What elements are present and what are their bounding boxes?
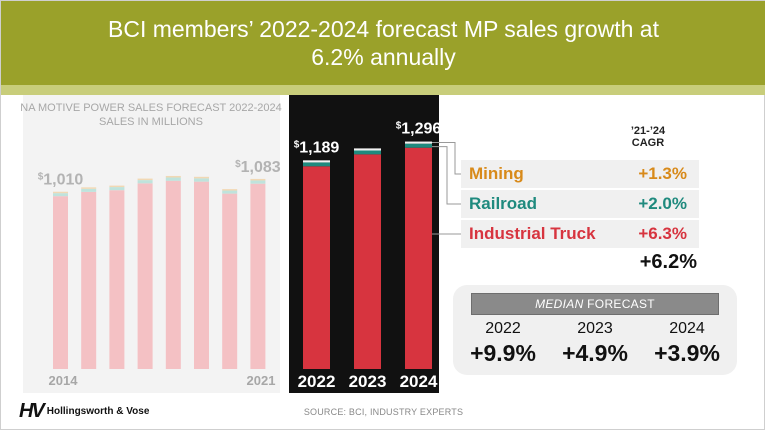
cagr-value-railroad: +2.0%	[638, 194, 687, 213]
median-header-em: MEDIAN	[535, 297, 584, 311]
history-bar-railroad	[165, 177, 181, 181]
median-year: 2022	[485, 320, 521, 337]
history-bar-railroad	[222, 190, 238, 194]
history-bar-truck	[194, 181, 209, 369]
median-pct: +3.9%	[654, 340, 720, 366]
company-logo: HV Hollingsworth & Vose	[19, 399, 149, 423]
cagr-header: ’21-’24 CAGR	[613, 125, 683, 149]
history-bar-truck	[250, 183, 266, 369]
history-axis-label-last: 2021	[247, 373, 276, 388]
history-bar-truck	[222, 193, 238, 369]
history-bar-railroad	[109, 187, 125, 191]
cagr-header-label: CAGR	[631, 137, 665, 149]
forecast-bar-mining	[354, 148, 381, 151]
median-year: 2023	[577, 320, 613, 337]
history-bar-mining	[250, 178, 266, 181]
history-bar-truck	[81, 191, 97, 369]
median-pct: +4.9%	[562, 340, 628, 366]
title-band: BCI members’ 2022-2024 forecast MP sales…	[1, 1, 765, 85]
median-col-2022: 2022 +9.9%	[457, 319, 549, 367]
cagr-name-industrial-truck: Industrial Truck	[469, 224, 596, 243]
forecast-axis-label: 2022	[298, 372, 336, 391]
history-bar-truck	[165, 180, 181, 369]
forecast-axis-label: 2024	[400, 372, 438, 391]
hv-logo-icon: HV	[19, 399, 45, 422]
median-forecast-panel: MEDIAN FORECAST 2022 +9.9% 2023 +4.9% 20…	[453, 285, 737, 375]
source-note: SOURCE: BCI, INDUSTRY EXPERTS	[303, 407, 464, 417]
cagr-value-mining: +1.3%	[638, 164, 687, 183]
history-bar-truck	[109, 190, 125, 369]
history-value-label: $1,010	[38, 172, 84, 189]
history-bar-mining	[53, 191, 68, 194]
connector-railroad	[432, 146, 461, 205]
forecast-axis-label: 2023	[349, 372, 387, 391]
cagr-row-industrial-truck: Industrial Truck +6.3%	[461, 220, 699, 248]
median-col-2024: 2024 +3.9%	[641, 319, 733, 367]
forecast-bar-railroad	[354, 150, 381, 155]
cagr-row-mining: Mining +1.3%	[461, 160, 699, 188]
history-axis-label-first: 2014	[49, 373, 79, 388]
history-bar-mining	[81, 187, 97, 189]
forecast-bar-industrial-truck	[354, 154, 381, 369]
forecast-value-label: $1,296	[396, 121, 442, 138]
history-bar-mining	[109, 185, 125, 188]
chart-subtitle: SALES IN MILLIONS	[99, 116, 203, 128]
history-bar-mining	[194, 176, 209, 179]
cagr-total: +6.2%	[639, 251, 697, 273]
history-bar-truck	[137, 183, 153, 369]
forecast-value-label: $1,189	[294, 139, 340, 156]
history-bar-railroad	[250, 180, 266, 184]
forecast-bar-industrial-truck	[405, 147, 432, 369]
forecast-bar-railroad	[303, 162, 330, 167]
connector-mining	[432, 142, 461, 175]
history-bar-railroad	[137, 180, 153, 184]
cagr-header-period: ’21-’24	[630, 125, 666, 137]
cagr-name-railroad: Railroad	[469, 194, 538, 213]
median-header-rest: FORECAST	[583, 297, 655, 311]
chart-title: NA MOTIVE POWER SALES FORECAST 2022-2024	[20, 102, 281, 114]
median-year: 2024	[669, 320, 705, 337]
slide-title: BCI members’ 2022-2024 forecast MP sales…	[108, 16, 659, 70]
history-bar-mining	[165, 175, 181, 178]
title-divider	[1, 85, 765, 95]
forecast-bar-railroad	[405, 143, 432, 148]
history-bar-railroad	[81, 188, 97, 192]
cagr-name-mining: Mining	[469, 164, 524, 183]
median-col-2023: 2023 +4.9%	[549, 319, 641, 367]
median-forecast-header: MEDIAN FORECAST	[471, 293, 719, 315]
median-pct: +9.9%	[470, 340, 536, 366]
history-bar-railroad	[53, 193, 68, 197]
chart-layer: NA MOTIVE POWER SALES FORECAST 2022-2024…	[20, 95, 461, 393]
forecast-bar-mining	[405, 141, 432, 144]
cagr-row-railroad: Railroad +2.0%	[461, 190, 699, 218]
forecast-bar-mining	[303, 160, 330, 163]
logo-text: Hollingsworth & Vose	[46, 405, 150, 417]
history-bar-railroad	[194, 178, 209, 182]
history-bar-truck	[53, 196, 68, 369]
cagr-value-industrial-truck: +6.3%	[638, 224, 687, 243]
forecast-bar-industrial-truck	[303, 166, 330, 369]
history-bar-mining	[222, 189, 238, 191]
history-bar-mining	[137, 178, 153, 181]
sales-forecast-chart: NA MOTIVE POWER SALES FORECAST 2022-2024…	[20, 95, 461, 393]
history-value-label: $1,083	[235, 159, 281, 176]
